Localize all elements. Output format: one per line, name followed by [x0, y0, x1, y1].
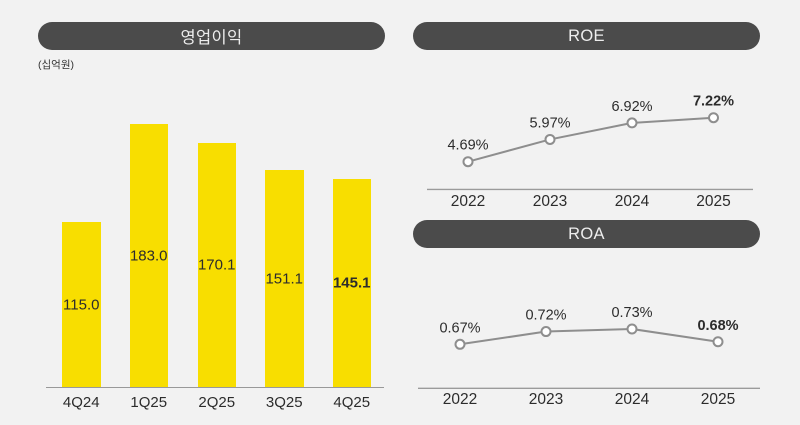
roe-point-marker-2023: [544, 133, 556, 145]
bar-value-label: 183.0: [129, 247, 168, 265]
roa-title-pill: ROA: [413, 220, 760, 248]
bar-4Q25: 145.1: [332, 178, 371, 388]
roa-value-label: 0.68%: [697, 318, 738, 334]
roa-year-label: 2024: [615, 391, 650, 408]
bar-value-label: 170.1: [197, 256, 236, 274]
operating-profit-title-pill: 영업이익: [38, 22, 385, 50]
roe-line-chart: 4.69% 2022 5.97% 2023 6.92% 2024 7.22% 2025: [427, 94, 753, 210]
roe-value-label: 4.69%: [447, 138, 488, 154]
roe-value-label: 5.97%: [529, 115, 570, 131]
roe-year-label: 2024: [615, 193, 650, 210]
roa-point-marker-2022: [454, 338, 466, 350]
roa-value-label: 0.72%: [525, 308, 566, 324]
bar-category-label: 2Q25: [198, 394, 236, 411]
roa-value-label: 0.73%: [611, 305, 652, 321]
roe-title: ROE: [568, 26, 605, 45]
operating-profit-title: 영업이익: [180, 29, 243, 47]
bar-category-label: 3Q25: [265, 394, 303, 411]
roa-year-label: 2023: [529, 391, 563, 408]
bar-value-label: 115.0: [63, 296, 100, 314]
bar-4Q24: 115.0: [62, 222, 101, 388]
roa-point-marker-2024: [626, 323, 638, 335]
roa-value-label: 0.67%: [439, 320, 480, 336]
roe-point-marker-2025: [708, 112, 719, 124]
bar-category-label: 4Q25: [333, 394, 371, 411]
roe-year-label: 2022: [451, 193, 485, 210]
bar-chart-x-axis: [46, 387, 384, 388]
roe-point-marker-2022: [462, 156, 474, 168]
roa-line-chart: 0.67% 2022 0.72% 2023 0.73% 2024 0.68% 2025: [418, 305, 760, 408]
roe-value-label: 7.22%: [693, 94, 734, 110]
roe-point-marker-2024: [626, 117, 638, 129]
roe-year-label: 2023: [533, 193, 567, 210]
roe-year-label: 2025: [696, 193, 730, 210]
bar-value-label: 151.1: [265, 270, 304, 288]
bar-3Q25: 151.1: [265, 169, 304, 388]
roa-year-label: 2025: [701, 391, 735, 408]
roe-title-pill: ROE: [413, 22, 760, 50]
roa-point-marker-2025: [712, 336, 724, 348]
bar-2Q25: 170.1: [197, 142, 236, 388]
roe-line: [467, 116, 714, 163]
unit-label: (십억원): [38, 59, 74, 71]
roa-line: [459, 327, 719, 346]
bar-1Q25: 183.0: [129, 123, 168, 388]
roa-year-label: 2022: [443, 391, 477, 408]
roa-title: ROA: [568, 224, 605, 243]
roa-point-marker-2023: [540, 326, 552, 338]
bar-category-label: 1Q25: [130, 394, 168, 411]
bar-category-label: 4Q24: [62, 394, 100, 411]
roe-value-label: 6.92%: [611, 99, 652, 115]
bar-value-label: 145.1: [332, 274, 371, 292]
